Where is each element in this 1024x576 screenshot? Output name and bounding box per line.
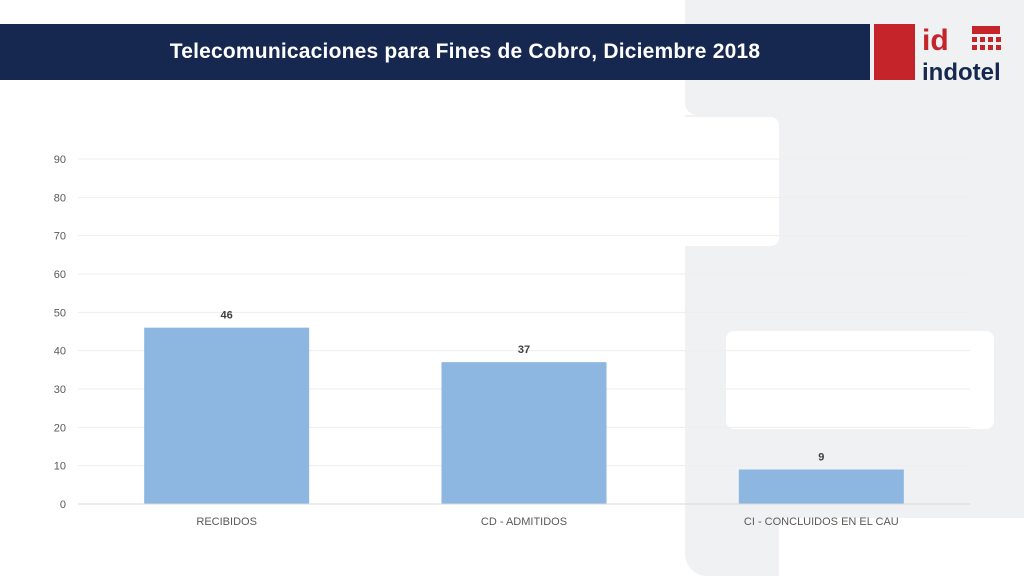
logo-red-square (874, 24, 915, 80)
title-bar: Telecomunicaciones para Fines de Cobro, … (0, 24, 870, 80)
data-label: 9 (818, 452, 824, 464)
bars (144, 327, 904, 504)
page-title: Telecomunicaciones para Fines de Cobro, … (169, 40, 761, 63)
background-cutout-lower (726, 331, 994, 429)
logo-mark: id (922, 24, 949, 57)
background-cutout-upper (685, 117, 779, 246)
y-tick-label: 30 (54, 384, 66, 396)
x-tick-label: RECIBIDOS (196, 516, 257, 528)
y-tick-label: 60 (54, 269, 66, 281)
x-tick-label: CI - CONCLUIDOS EN EL CAU (744, 516, 899, 528)
y-tick-label: 80 (54, 192, 66, 204)
y-tick-label: 40 (54, 346, 66, 358)
data-label: 37 (518, 344, 530, 356)
bar-chart: 0 10 20 30 40 50 60 70 80 90 46 37 9 RECIBIDOS CD - … (54, 154, 970, 528)
y-tick-label: 20 (54, 422, 66, 434)
y-tick-label: 10 (54, 461, 66, 473)
x-axis-ticks: RECIBIDOS CD - ADMITIDOS CI - CONCLUIDOS E… (196, 516, 898, 528)
bar (441, 362, 607, 504)
x-tick-label: CD - ADMITIDOS (481, 516, 567, 528)
bar (738, 469, 904, 504)
y-axis-ticks: 0 10 20 30 40 50 60 70 80 90 (54, 154, 66, 511)
indotel-logo: id indotel (874, 24, 1001, 84)
logo-wordmark: indotel (922, 59, 1001, 84)
y-tick-label: 50 (54, 307, 66, 319)
background-cutout-bottom (779, 518, 1024, 576)
logo-dots-icon (972, 26, 1001, 50)
y-tick-label: 0 (60, 499, 66, 511)
y-tick-label: 90 (54, 154, 66, 166)
data-labels: 46 37 9 (221, 310, 825, 464)
data-label: 46 (221, 310, 233, 322)
bar (144, 327, 310, 504)
y-tick-label: 70 (54, 231, 66, 243)
